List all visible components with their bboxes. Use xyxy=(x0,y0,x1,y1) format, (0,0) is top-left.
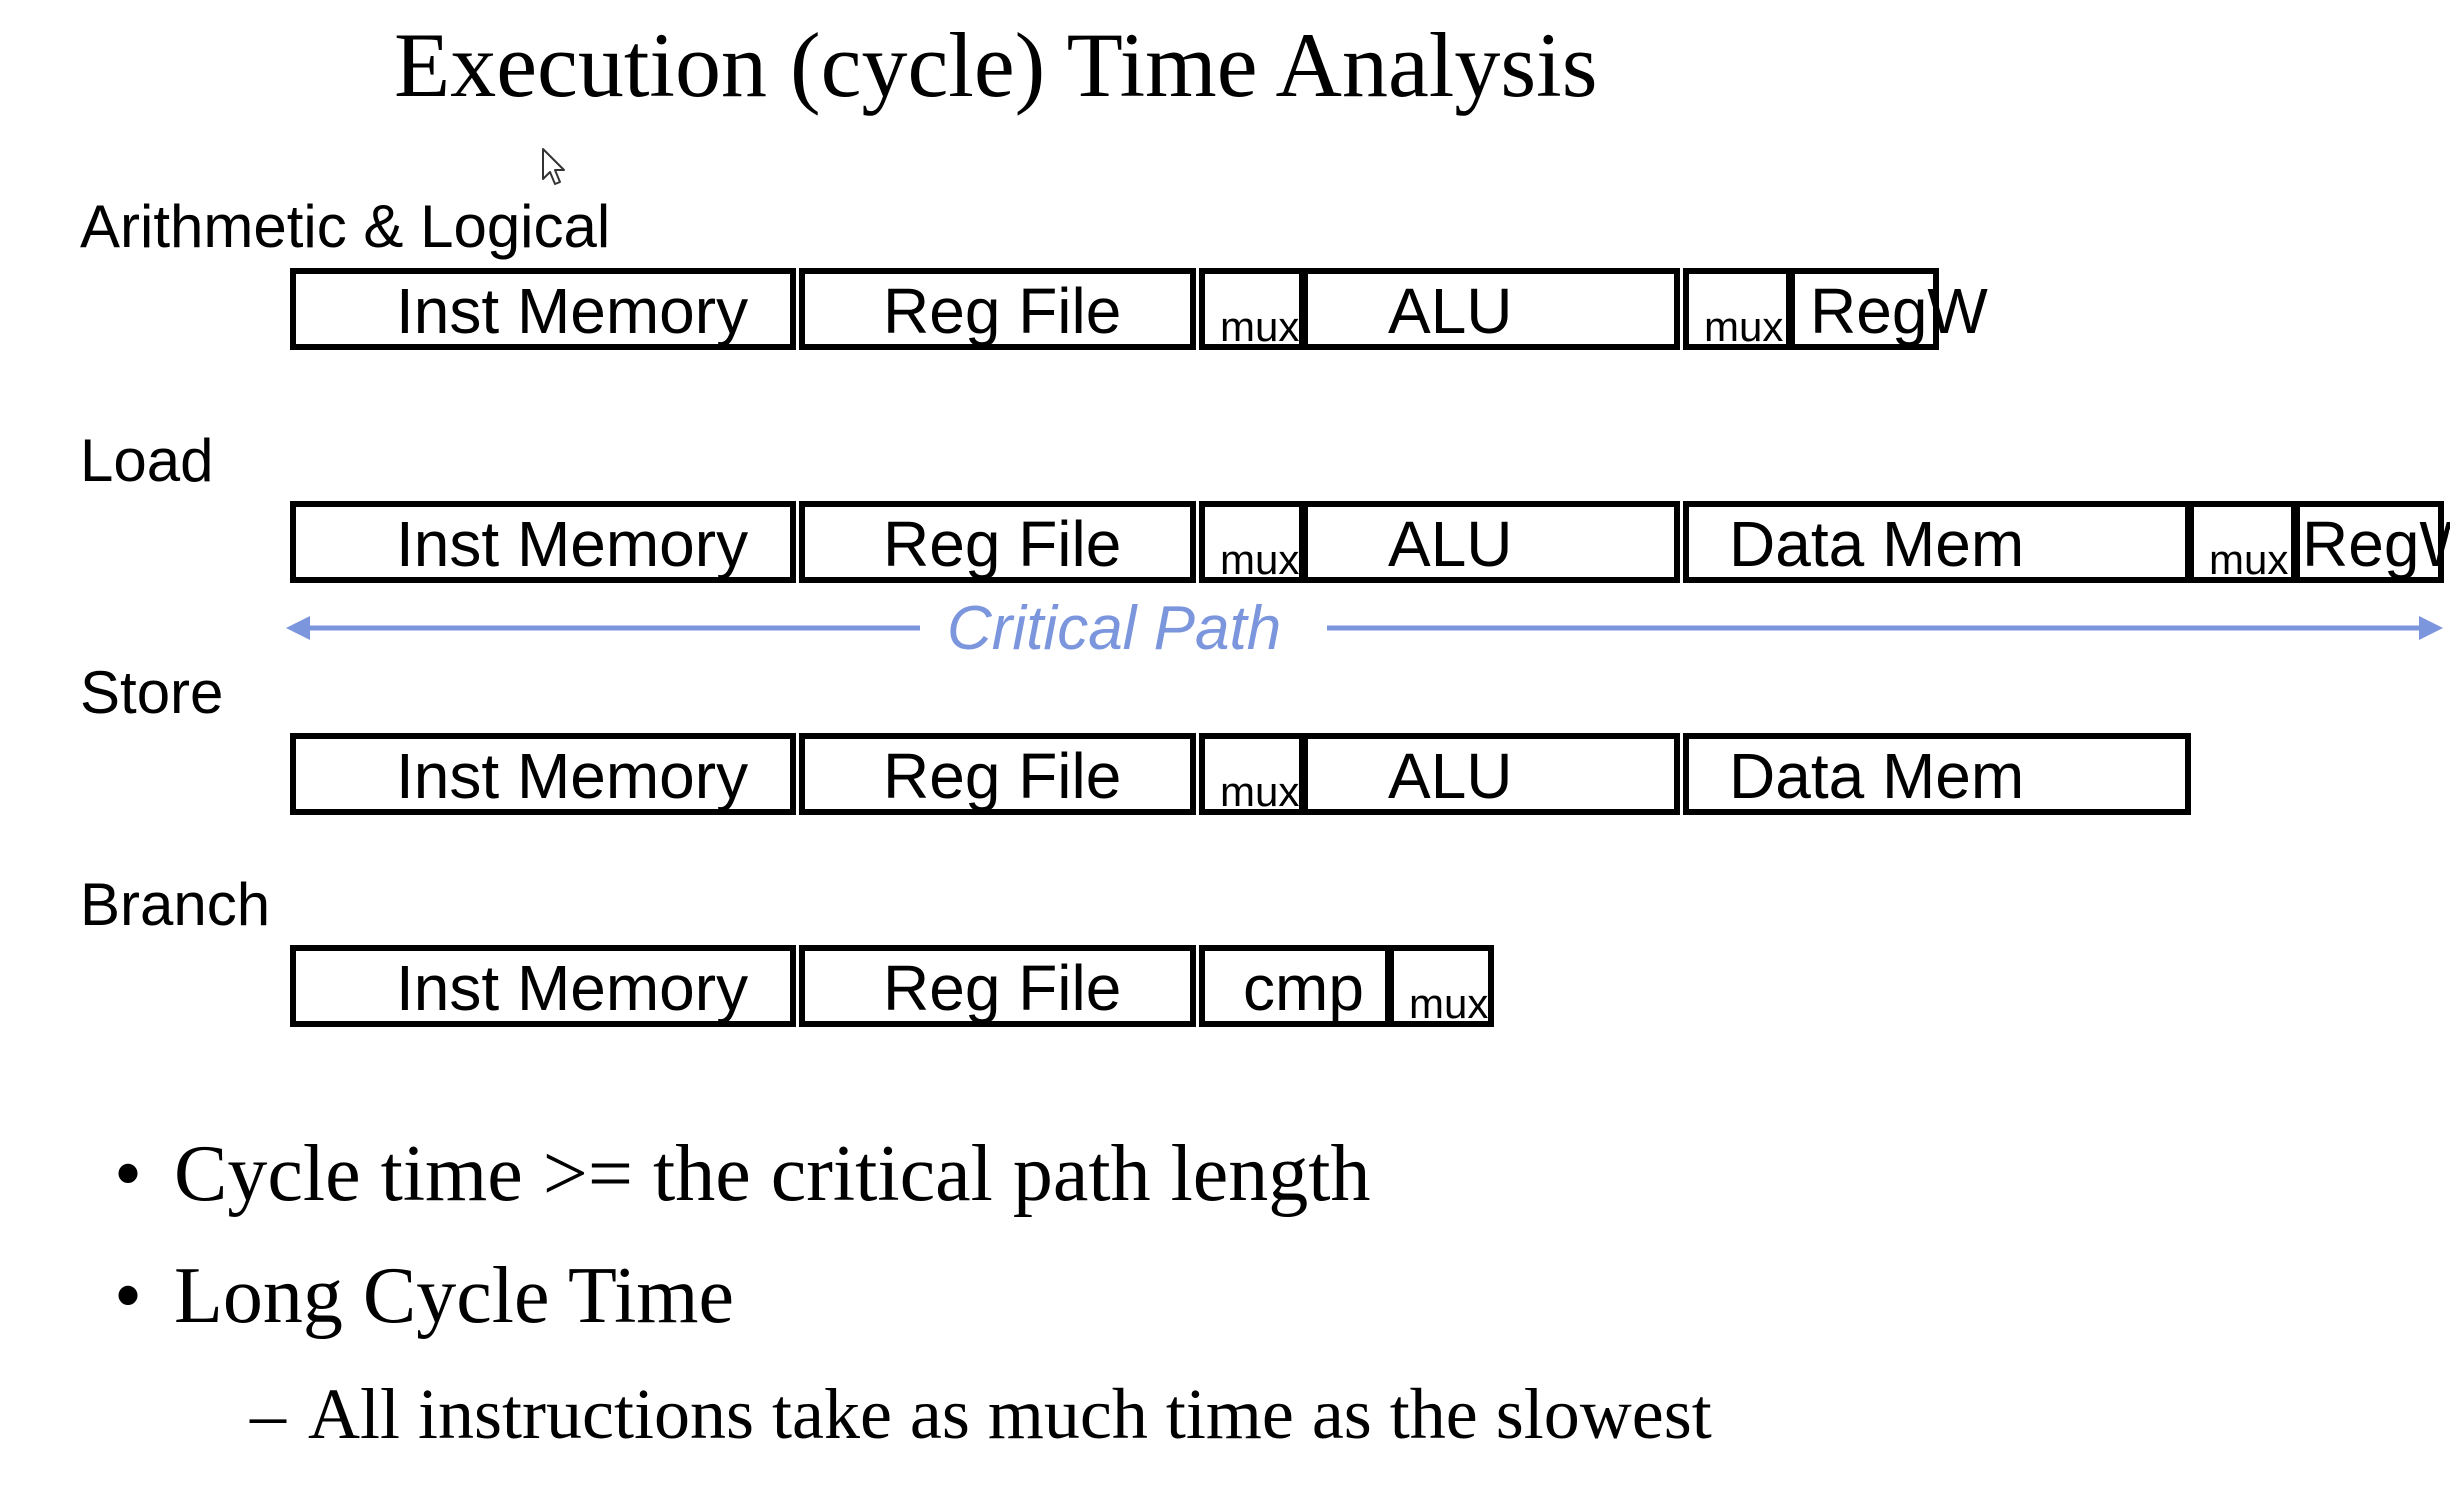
stage-label: cmp xyxy=(1243,952,1364,1024)
bullet-text: All instructions take as much time as th… xyxy=(308,1374,1712,1454)
critical-path-arrowhead-left xyxy=(286,616,310,640)
stage-inst-memory: Inst Memory xyxy=(290,945,796,1027)
critical-path-label: Critical Path xyxy=(947,594,1282,663)
stage-label: mux xyxy=(2209,536,2289,583)
stage-label: Data Mem xyxy=(1729,740,2025,812)
bullet-item: • Cycle time >= the critical path length xyxy=(114,1126,1371,1222)
stage-alu: ALU xyxy=(1302,501,1680,583)
stage-data-mem: Data Mem xyxy=(1683,501,2191,583)
stage-label: Inst Memory xyxy=(396,952,749,1024)
stage-reg-file: Reg File xyxy=(799,501,1196,583)
stage-label: mux xyxy=(1704,303,1784,350)
critical-path-arrow xyxy=(286,616,2443,640)
row-label-store: Store xyxy=(80,659,224,726)
slide-title: Execution (cycle) Time Analysis xyxy=(394,14,1598,116)
stage-mux: mux xyxy=(1199,501,1305,583)
bullet-item: • Long Cycle Time xyxy=(114,1248,734,1344)
stage-label: mux xyxy=(1220,303,1300,350)
stage-mux: mux xyxy=(1199,733,1305,815)
stage-inst-memory: Inst Memory xyxy=(290,268,796,350)
stage-reg-file: Reg File xyxy=(799,945,1196,1027)
stage-cmp: cmp xyxy=(1199,945,1391,1027)
row-label-branch: Branch xyxy=(80,871,271,938)
bullet-text: Cycle time >= the critical path length xyxy=(174,1130,1371,1218)
stage-label: ALU xyxy=(1388,740,1513,812)
stage-mux: mux xyxy=(2188,501,2297,583)
stage-label: ALU xyxy=(1388,508,1513,580)
stage-alu: ALU xyxy=(1302,268,1680,350)
bullet-mark: • xyxy=(114,1130,143,1218)
stage-label: mux xyxy=(1220,536,1300,583)
stage-reg-file: Reg File xyxy=(799,733,1196,815)
stage-label: Reg File xyxy=(883,740,1122,812)
stage-mux: mux xyxy=(1199,268,1305,350)
stage-regw: RegW xyxy=(2294,501,2450,583)
critical-path-arrowhead-right xyxy=(2419,616,2443,640)
stage-inst-memory: Inst Memory xyxy=(290,501,796,583)
stage-mux: mux xyxy=(1388,945,1494,1027)
bullet-text: Long Cycle Time xyxy=(174,1252,735,1340)
stage-label: Inst Memory xyxy=(396,275,749,347)
mouse-pointer-icon xyxy=(542,148,565,185)
stage-inst-memory: Inst Memory xyxy=(290,733,796,815)
stage-label: Reg File xyxy=(883,275,1122,347)
stage-label: RegW xyxy=(2302,508,2450,580)
stage-label: ALU xyxy=(1388,275,1513,347)
bullet-subitem: – All instructions take as much time as t… xyxy=(250,1370,1712,1458)
bullet-mark: – xyxy=(250,1374,286,1454)
bullet-mark: • xyxy=(114,1252,143,1340)
stage-label: Data Mem xyxy=(1729,508,2025,580)
stage-label: Inst Memory xyxy=(396,508,749,580)
stage-alu: ALU xyxy=(1302,733,1680,815)
stage-mux: mux xyxy=(1683,268,1792,350)
stage-label: RegW xyxy=(1810,275,1988,347)
stage-label: Reg File xyxy=(883,952,1122,1024)
stage-data-mem: Data Mem xyxy=(1683,733,2191,815)
row-label-arithmetic-logical: Arithmetic & Logical xyxy=(80,193,611,260)
stage-label: mux xyxy=(1220,768,1300,815)
stage-label: Inst Memory xyxy=(396,740,749,812)
stage-label: Reg File xyxy=(883,508,1122,580)
stage-reg-file: Reg File xyxy=(799,268,1196,350)
stage-regw: RegW xyxy=(1789,268,1988,350)
stage-label: mux xyxy=(1409,980,1489,1027)
row-label-load: Load xyxy=(80,427,214,494)
